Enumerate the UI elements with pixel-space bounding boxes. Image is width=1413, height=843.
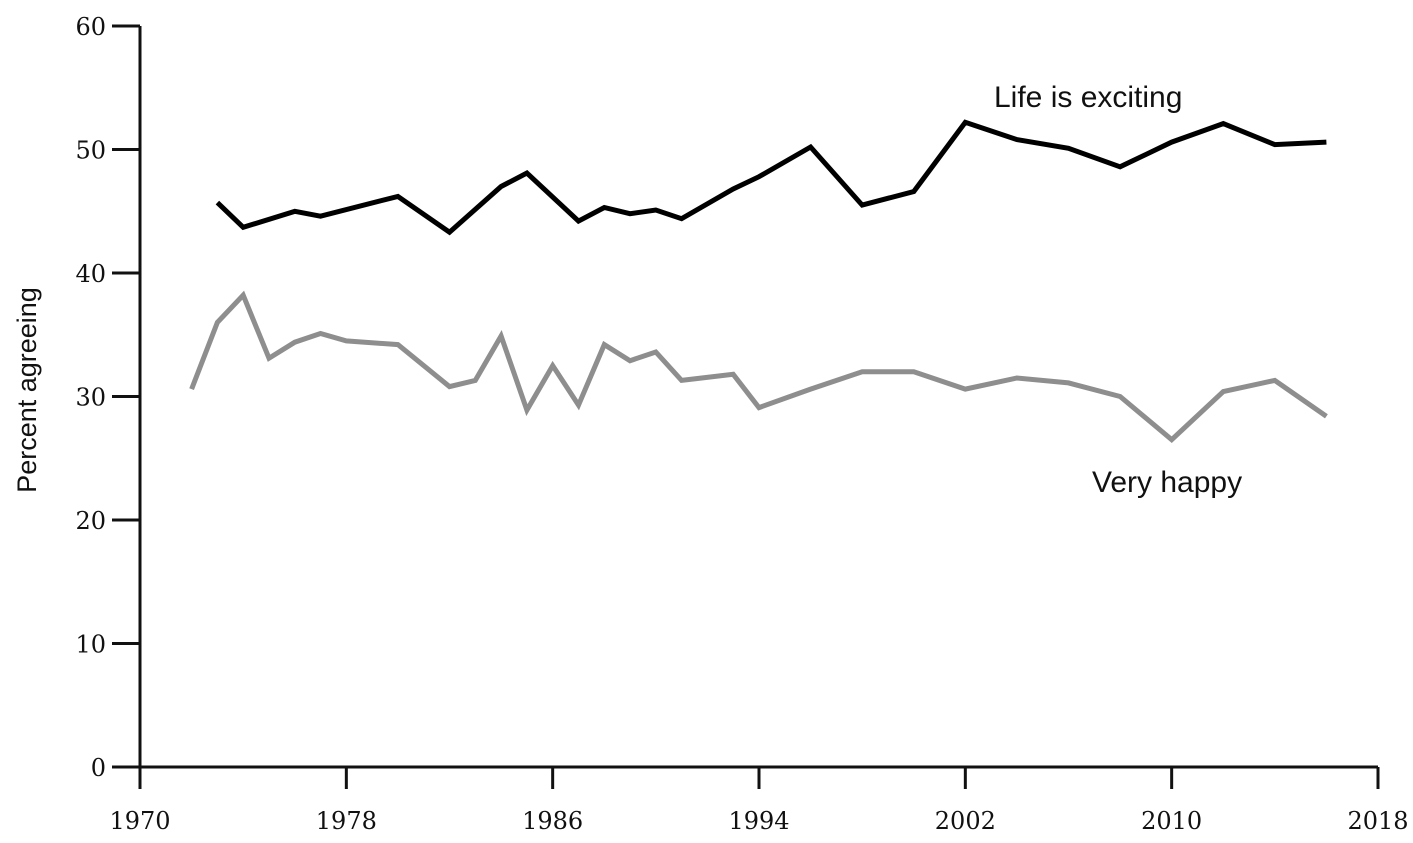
y-tick-label-30: 30: [75, 384, 106, 412]
y-tick-label-20: 20: [75, 507, 106, 535]
series-line-very-happy: [189, 290, 1328, 444]
series-label-very-happy: Very happy: [1092, 466, 1242, 499]
x-tick-label-1978: 1978: [316, 807, 377, 835]
x-tick-label-1994: 1994: [728, 807, 789, 835]
series-layer: [189, 119, 1328, 444]
x-tick-label-1986: 1986: [522, 807, 583, 835]
series-label-life-is-exciting: Life is exciting: [994, 81, 1182, 114]
x-tick-label-2010: 2010: [1141, 807, 1202, 835]
x-tick-label-2018: 2018: [1347, 807, 1408, 835]
x-tick-label-2002: 2002: [935, 807, 996, 835]
series-labels: Life is exciting Very happy: [994, 81, 1242, 499]
y-tick-label-40: 40: [75, 260, 106, 288]
series-line-life-is-exciting: [215, 119, 1327, 236]
x-tick-label-1970: 1970: [109, 807, 170, 835]
y-tick-label-60: 60: [75, 13, 106, 41]
axes: 0 10 20 30 40 50 60 1970 1978 1986 1994 2002 2010 201…: [75, 13, 1408, 835]
y-tick-label-50: 50: [75, 137, 106, 165]
y-axis-title: Percent agreeing: [12, 287, 42, 493]
y-tick-label-0: 0: [91, 754, 106, 782]
y-tick-label-10: 10: [75, 631, 106, 659]
